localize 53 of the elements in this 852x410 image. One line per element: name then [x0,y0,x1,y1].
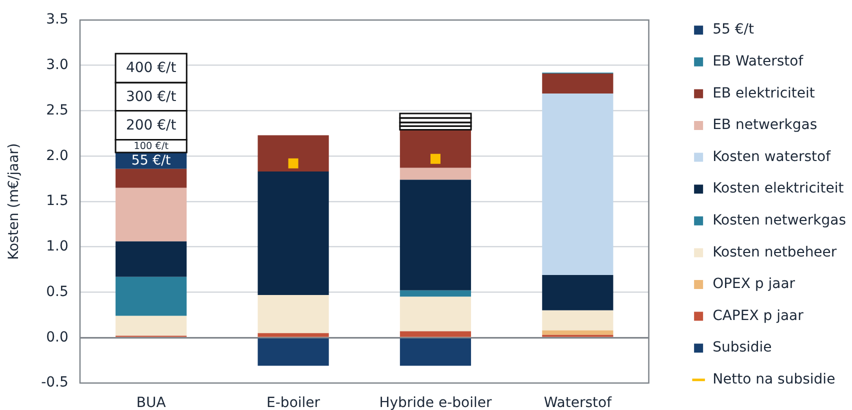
legend-label: OPEX p jaar [712,276,796,292]
legend-label: Netto na subsidie [712,372,836,388]
y-tick-label: 2.5 [46,102,68,118]
y-tick-label: 0.0 [46,329,68,346]
bar [116,316,187,336]
y-tick-label: 3.0 [46,57,68,74]
bar [400,168,472,180]
y-tick-label: 0.5 [46,284,68,300]
legend-label: Kosten netbeheer [712,244,837,260]
bar [542,275,614,310]
x-tick-label: BUA [136,395,166,410]
bar [400,180,472,290]
legend-label: Kosten netwerkgas [712,212,846,229]
bar [258,172,329,295]
bar [258,135,329,172]
bar [400,290,472,297]
legend-label: CAPEX p jaar [712,308,804,324]
annotation: 100 €/t [134,141,169,152]
x-tick-label: E-boiler [266,395,320,410]
y-axis-title: Kosten (m€/jaar) [6,143,22,260]
bar [116,168,187,188]
bar [258,333,329,337]
bar [400,296,472,332]
y-tick-label: 1.0 [46,238,68,255]
bar [400,331,472,337]
x-tick-label: Waterstof [544,395,613,410]
annotation: 55 €/t [131,154,171,169]
bar [116,188,187,242]
bar [116,241,187,277]
annotation: 400 €/t [126,60,177,76]
legend-label: Kosten elektriciteit [712,180,844,197]
y-tick-label: -0.5 [41,374,68,391]
legend-label: Kosten waterstof [712,148,832,165]
y-tick-label: 3.5 [46,12,68,28]
bar [116,276,187,316]
bar [542,94,614,276]
bar [400,338,472,366]
bar [542,310,614,330]
legend-label: Subsidie [712,340,772,356]
bar [400,130,472,168]
bar [542,74,614,94]
legend-label: EB elektriciteit [712,85,816,102]
annotation: 200 €/t [126,117,177,134]
bar [258,338,329,366]
x-tick-label: Hybride e-boiler [379,395,492,410]
legend-label: EB Waterstof [712,54,804,70]
bar [542,330,614,335]
legend-label: 55 €/t [712,22,754,38]
annotation: 300 €/t [126,88,177,105]
y-tick-label: 2.0 [46,148,68,164]
y-tick-label: 1.5 [46,193,68,210]
legend-label: EB netwerkgas [712,117,818,134]
bar [258,294,329,334]
